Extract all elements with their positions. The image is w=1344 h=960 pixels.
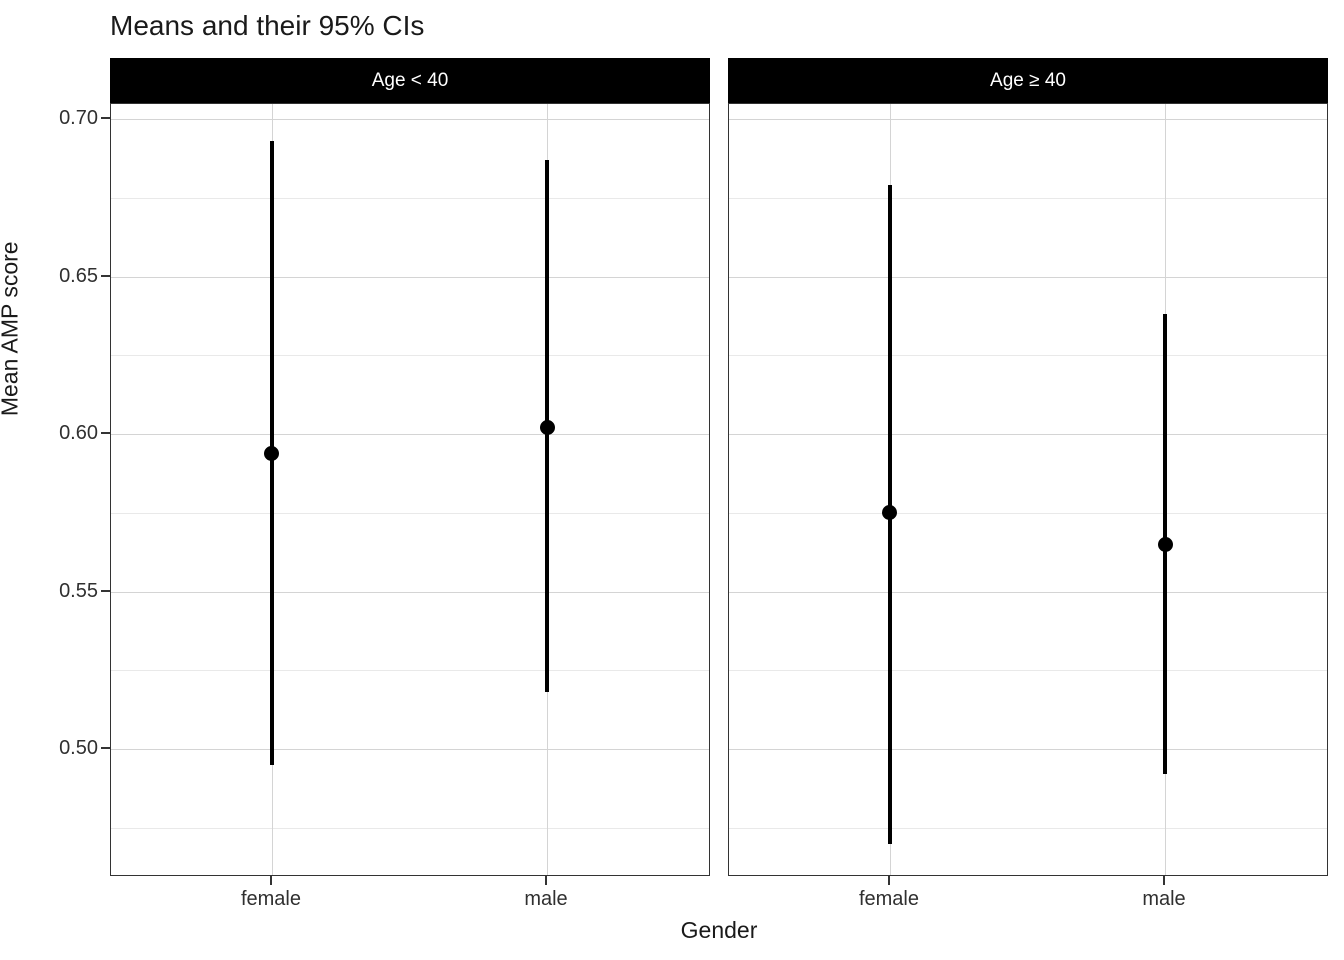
x-tick-mark	[1163, 876, 1166, 885]
facet-strip-label: Age ≥ 40	[990, 69, 1066, 91]
y-tick-mark	[101, 432, 110, 435]
y-tick-mark	[101, 747, 110, 750]
y-tick-label: 0.60	[59, 422, 98, 445]
y-tick-mark	[101, 274, 110, 277]
x-tick-label: female	[240, 888, 301, 910]
y-tick-mark	[101, 117, 110, 120]
major-gridline	[111, 749, 709, 751]
mean-point	[882, 505, 898, 521]
minor-gridline	[729, 827, 1327, 829]
facet-strip-age-ge-40: Age ≥ 40	[728, 58, 1328, 103]
minor-gridline	[729, 670, 1327, 672]
mean-point	[264, 445, 280, 461]
y-axis-title: Mean AMP score	[0, 241, 23, 417]
chart-title: Means and their 95% CIs	[110, 10, 425, 41]
y-tick-label: 0.55	[59, 579, 98, 602]
x-tick-mark	[269, 876, 272, 885]
y-tick-label: 0.65	[59, 264, 98, 287]
major-gridline	[729, 276, 1327, 278]
major-gridline	[111, 434, 709, 436]
minor-gridline	[729, 512, 1327, 514]
major-gridline	[111, 276, 709, 278]
major-gridline	[111, 119, 709, 121]
minor-gridline	[111, 355, 709, 357]
y-tick-label: 0.70	[59, 107, 98, 130]
x-tick-mark	[887, 876, 890, 885]
major-gridline	[729, 591, 1327, 593]
x-axis-title: Gender	[680, 917, 758, 943]
minor-gridline	[111, 670, 709, 672]
facet-panel-age-ge-40	[728, 103, 1328, 876]
facet-strip-age-lt-40: Age < 40	[110, 58, 710, 103]
minor-gridline	[111, 197, 709, 199]
x-tick-mark	[545, 876, 548, 885]
x-tick-label: male	[1142, 888, 1186, 910]
minor-gridline	[729, 197, 1327, 199]
y-tick-label: 0.50	[59, 737, 98, 760]
minor-gridline	[111, 512, 709, 514]
major-gridline	[729, 119, 1327, 121]
mean-point	[539, 420, 555, 436]
facet-strip-label: Age < 40	[371, 69, 449, 91]
x-tick-label: female	[858, 888, 919, 910]
facet-panel-age-lt-40	[110, 103, 710, 876]
x-tick-label: male	[524, 888, 568, 910]
major-gridline	[729, 749, 1327, 751]
minor-gridline	[111, 827, 709, 829]
y-tick-mark	[101, 589, 110, 592]
minor-gridline	[729, 355, 1327, 357]
major-gridline	[111, 591, 709, 593]
major-gridline	[729, 434, 1327, 436]
mean-point	[1157, 536, 1173, 552]
